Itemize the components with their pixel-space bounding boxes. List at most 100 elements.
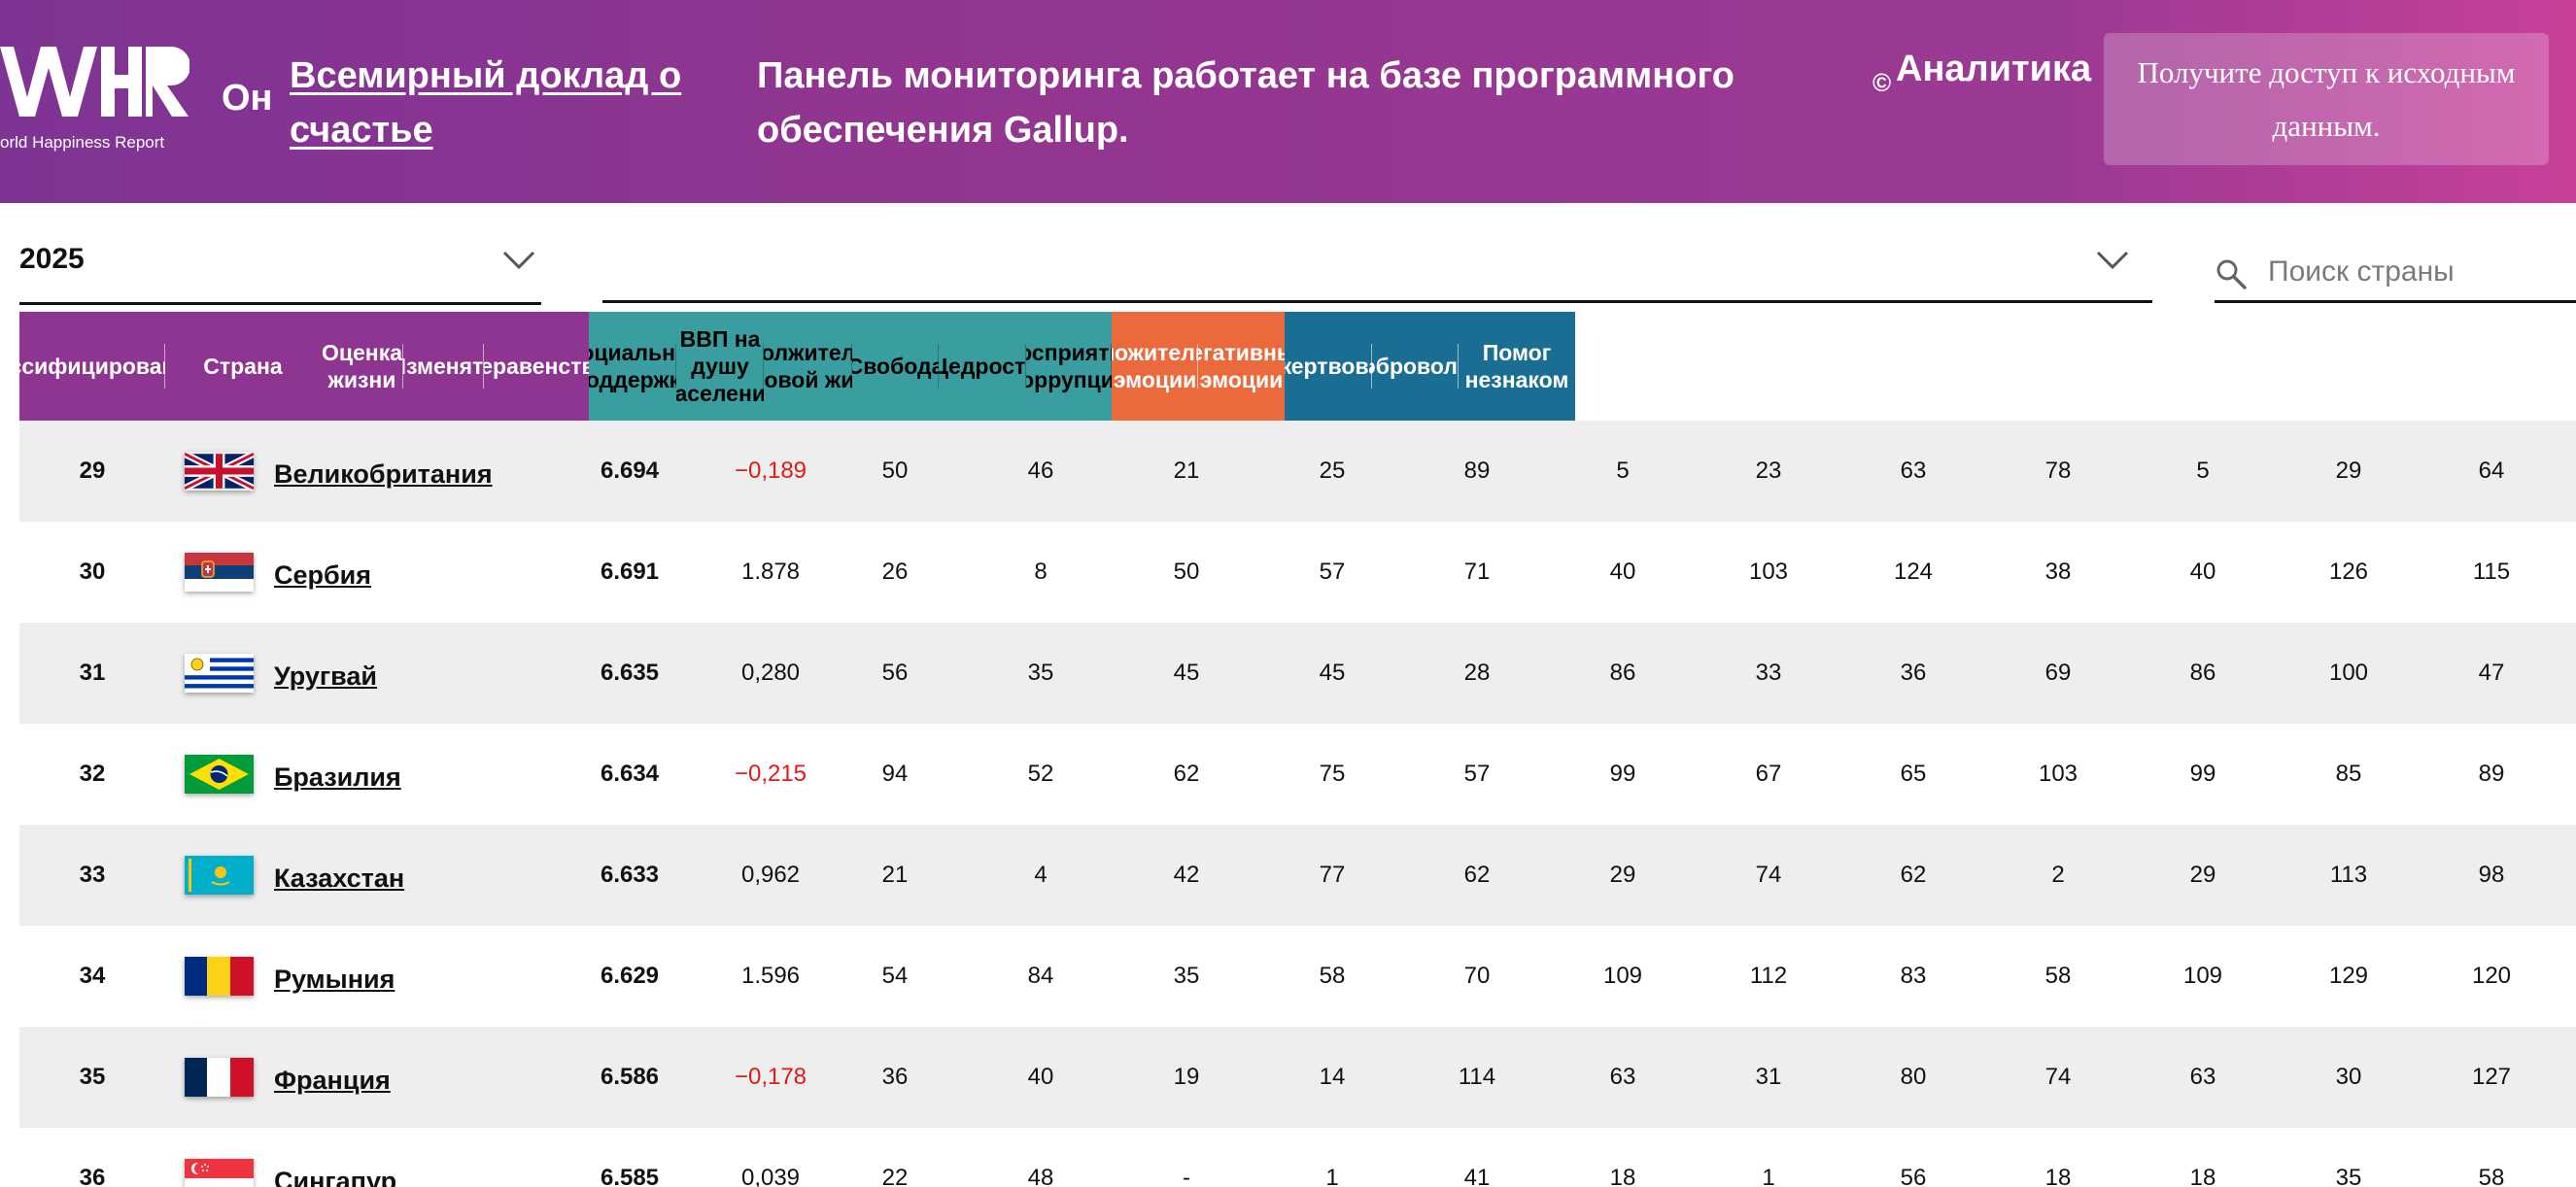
country-link[interactable]: Сингапур xyxy=(185,1128,396,1187)
column-label: Добровольн xyxy=(1372,354,1459,379)
report-link[interactable]: Всемирный доклад о счастье xyxy=(290,55,682,151)
table-header: ссифицированСтранаОценка жизниИзменятьНе… xyxy=(19,312,2576,421)
positive-emotions-cell: 65 xyxy=(1900,761,1927,787)
corruption-cell: 33 xyxy=(1755,660,1782,686)
freedom-cell: 57 xyxy=(1463,761,1491,787)
generosity-cell: 63 xyxy=(1609,1064,1636,1090)
region-select[interactable] xyxy=(602,233,2152,303)
positive-emotions-cell: 63 xyxy=(1900,458,1927,484)
year-select[interactable]: 2025 xyxy=(19,233,541,305)
life-evaluation-cell: 6.585 xyxy=(600,1165,660,1187)
life-evaluation-cell: 6.634 xyxy=(600,761,660,787)
th-col-gdp-per-capita[interactable]: ВВП на душу населения xyxy=(676,312,764,421)
freedom-cell: 114 xyxy=(1458,1064,1496,1090)
positive-emotions-cell: 36 xyxy=(1900,660,1927,686)
th-col-healthy-life[interactable]: одолжительн оровой жизн xyxy=(764,312,852,421)
positive-emotions-cell: 83 xyxy=(1900,963,1927,989)
volunteering-cell: 113 xyxy=(2329,862,2368,888)
search-icon xyxy=(2216,259,2247,289)
positive-emotions-cell: 62 xyxy=(1900,862,1927,888)
country-link[interactable]: Великобритания xyxy=(185,421,493,522)
column-label: Социальная поддержка xyxy=(589,340,676,392)
column-divider xyxy=(483,344,484,389)
table-row: 29 Великобритания 6.694 −0,189 50 46 21 25 89 5 23… xyxy=(19,421,2576,522)
helped-stranger-cell: 120 xyxy=(2471,963,2512,989)
negative-emotions-cell: 69 xyxy=(2044,660,2072,686)
country-name: Уругвай xyxy=(274,661,378,691)
donation-cell: 109 xyxy=(2182,963,2223,989)
healthy-life-cell: 77 xyxy=(1319,862,1346,888)
country-link[interactable]: Румыния xyxy=(185,926,395,1027)
column-divider xyxy=(1111,344,1112,389)
analytics-label: Аналитика xyxy=(1896,49,2092,89)
th-col-country[interactable]: Страна xyxy=(165,312,321,421)
rank-cell: 32 xyxy=(79,761,106,787)
generosity-cell: 40 xyxy=(1609,559,1636,585)
flag-uruguay-icon xyxy=(185,654,254,693)
th-col-inequality[interactable]: Неравенство xyxy=(484,312,589,421)
column-divider xyxy=(1197,344,1198,389)
donation-cell: 29 xyxy=(2189,862,2216,888)
column-label: Свобода xyxy=(852,354,939,379)
th-col-life-evaluation[interactable]: Оценка жизни xyxy=(321,312,403,421)
country-link[interactable]: Франция xyxy=(185,1027,391,1128)
access-data-button[interactable]: Получите доступ к исходным данным. xyxy=(2104,33,2549,165)
flag-kazakhstan-icon xyxy=(185,856,254,895)
helped-stranger-cell: 58 xyxy=(2478,1165,2505,1187)
th-col-generosity[interactable]: Щедрость xyxy=(939,312,1026,421)
country-link[interactable]: Бразилия xyxy=(185,724,401,825)
negative-emotions-cell: 58 xyxy=(2044,963,2072,989)
inequality-cell: 26 xyxy=(881,559,909,585)
volunteering-cell: 129 xyxy=(2328,963,2369,989)
healthy-life-cell: 14 xyxy=(1319,1064,1346,1090)
negative-emotions-cell: 38 xyxy=(2044,559,2072,585)
th-col-positive-emotions[interactable]: оложительн эмоции xyxy=(1112,312,1198,421)
corruption-cell: 67 xyxy=(1755,761,1782,787)
flag-singapore-icon xyxy=(185,1159,254,1187)
flag-france-icon xyxy=(185,1058,254,1097)
corruption-cell: 103 xyxy=(1748,559,1789,585)
social-support-cell: 48 xyxy=(1027,1165,1054,1187)
generosity-cell: 29 xyxy=(1609,862,1636,888)
negative-emotions-cell: 2 xyxy=(2051,862,2065,888)
generosity-cell: 18 xyxy=(1609,1165,1636,1187)
column-divider xyxy=(1458,344,1459,389)
whr-logo[interactable] xyxy=(0,47,189,158)
inequality-cell: 22 xyxy=(881,1165,909,1187)
life-evaluation-cell: 6.629 xyxy=(600,963,660,989)
life-evaluation-cell: 6.635 xyxy=(600,660,660,686)
th-col-corruption[interactable]: Восприятие коррупции xyxy=(1026,312,1112,421)
change-cell: 1.596 xyxy=(740,963,801,989)
th-col-helped-stranger[interactable]: Помог незнаком xyxy=(1459,312,1575,421)
th-col-negative-emotions[interactable]: Негативные эмоции xyxy=(1198,312,1285,421)
column-label: Изменять xyxy=(403,354,484,379)
corruption-cell: 112 xyxy=(1749,963,1788,989)
th-col-freedom[interactable]: Свобода xyxy=(852,312,939,421)
search-input[interactable] xyxy=(2268,251,2576,293)
healthy-life-cell: 25 xyxy=(1319,458,1346,484)
freedom-cell: 70 xyxy=(1463,963,1491,989)
flag-romania-icon xyxy=(185,957,254,996)
change-cell: 0,280 xyxy=(740,660,801,686)
positive-emotions-cell: 56 xyxy=(1900,1165,1927,1187)
country-link[interactable]: Сербия xyxy=(185,522,371,623)
social-support-cell: 46 xyxy=(1027,458,1054,484)
freedom-cell: 62 xyxy=(1463,862,1491,888)
column-label: Оценка жизни xyxy=(321,340,402,392)
site-header: orld Happiness Report Он Всемирный докла… xyxy=(0,0,2576,203)
country-link[interactable]: Казахстан xyxy=(185,825,404,926)
th-col-volunteering[interactable]: Добровольн xyxy=(1372,312,1459,421)
inequality-cell: 94 xyxy=(881,761,909,787)
corruption-cell: 1 xyxy=(1762,1165,1775,1187)
country-link[interactable]: Уругвай xyxy=(185,623,377,724)
social-support-cell: 35 xyxy=(1027,660,1054,686)
th-col-social-support[interactable]: Социальная поддержка xyxy=(589,312,676,421)
negative-emotions-cell: 78 xyxy=(2044,458,2072,484)
life-evaluation-cell: 6.694 xyxy=(600,458,660,484)
freedom-cell: 28 xyxy=(1463,660,1491,686)
th-col-donation[interactable]: ожертвован xyxy=(1285,312,1372,421)
th-col-rank[interactable]: ссифицирован xyxy=(19,312,165,421)
column-divider xyxy=(763,344,764,389)
th-col-change[interactable]: Изменять xyxy=(403,312,484,421)
country-name: Румыния xyxy=(274,964,395,994)
